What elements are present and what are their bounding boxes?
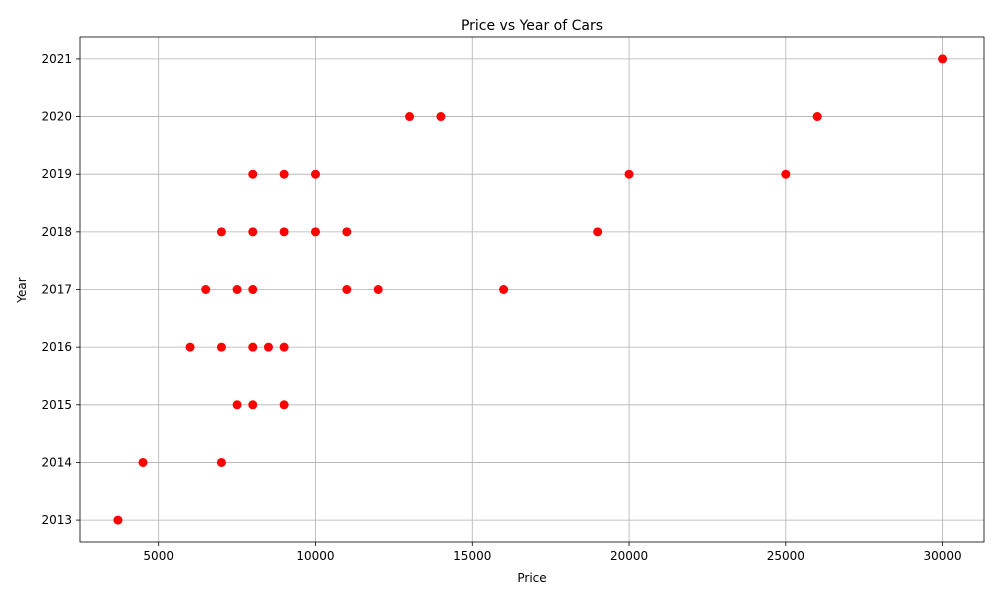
data-point bbox=[624, 169, 634, 179]
data-point bbox=[248, 227, 258, 237]
ticks-layer: 5000 10000 15000 20000 25000 30000 2013 2014 201… bbox=[41, 52, 961, 563]
y-tick-label: 2015 bbox=[41, 398, 72, 412]
y-tick-label: 2014 bbox=[41, 455, 72, 469]
data-point bbox=[342, 227, 352, 237]
data-point bbox=[138, 457, 148, 467]
x-tick-label: 15000 bbox=[453, 549, 491, 563]
data-point bbox=[232, 285, 242, 294]
data-point bbox=[279, 400, 289, 410]
data-point bbox=[248, 169, 258, 179]
x-tick-label: 20000 bbox=[610, 549, 648, 563]
data-point bbox=[113, 515, 123, 525]
x-tick-label: 5000 bbox=[143, 549, 174, 563]
x-tick-label: 10000 bbox=[296, 549, 334, 563]
data-point bbox=[185, 342, 195, 352]
data-point bbox=[232, 400, 242, 410]
data-point bbox=[279, 342, 289, 352]
y-axis-label: Year bbox=[15, 277, 29, 303]
y-tick-label: 2018 bbox=[41, 225, 72, 239]
data-point bbox=[812, 112, 822, 122]
data-point bbox=[436, 112, 446, 122]
y-tick-label: 2013 bbox=[41, 513, 72, 527]
data-point bbox=[279, 227, 289, 237]
y-tick-label: 2019 bbox=[41, 167, 72, 181]
grid-layer bbox=[80, 37, 984, 542]
y-tick-label: 2020 bbox=[41, 110, 72, 124]
data-point bbox=[248, 342, 258, 352]
data-point bbox=[310, 169, 320, 179]
x-axis-label: Price bbox=[517, 571, 546, 585]
data-point bbox=[248, 285, 258, 294]
data-point bbox=[373, 285, 383, 294]
data-point bbox=[499, 285, 509, 294]
x-tick-label: 30000 bbox=[924, 549, 962, 563]
points-layer bbox=[113, 54, 948, 525]
data-point bbox=[310, 227, 320, 237]
data-point bbox=[216, 457, 226, 467]
data-point bbox=[342, 285, 352, 294]
y-tick-label: 2016 bbox=[41, 340, 72, 354]
y-tick-label: 2021 bbox=[41, 52, 72, 66]
data-point bbox=[279, 169, 289, 179]
chart-title: Price vs Year of Cars bbox=[461, 18, 603, 34]
data-point bbox=[593, 227, 603, 237]
data-point bbox=[248, 400, 258, 410]
data-point bbox=[216, 227, 226, 237]
data-point bbox=[938, 54, 948, 64]
data-point bbox=[216, 342, 226, 352]
x-tick-label: 25000 bbox=[767, 549, 805, 563]
data-point bbox=[201, 285, 211, 294]
y-tick-label: 2017 bbox=[41, 283, 72, 297]
data-point bbox=[263, 342, 273, 352]
data-point bbox=[405, 112, 415, 122]
data-point bbox=[781, 169, 791, 179]
